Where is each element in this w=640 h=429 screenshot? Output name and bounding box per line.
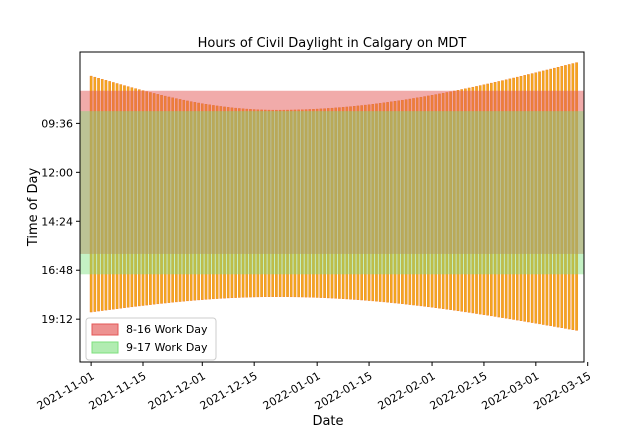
work-day-band bbox=[80, 111, 584, 275]
x-tick-label: 2021-11-01 bbox=[35, 369, 97, 412]
x-tick-label: 2022-02-01 bbox=[376, 369, 438, 412]
legend-swatch-9-17 bbox=[91, 341, 119, 354]
x-tick-label: 2022-03-01 bbox=[479, 369, 541, 412]
y-tick-label: 14:24 bbox=[41, 215, 73, 228]
legend-label-8-16: 8-16 Work Day bbox=[126, 323, 208, 336]
work-day-band bbox=[80, 90, 584, 254]
legend-label-9-17: 9-17 Work Day bbox=[126, 341, 208, 354]
x-tick-label: 2022-01-01 bbox=[261, 369, 323, 412]
x-tick-label: 2022-03-15 bbox=[531, 369, 593, 412]
x-tick-label: 2021-12-01 bbox=[146, 369, 208, 412]
chart-title: Hours of Civil Daylight in Calgary on MD… bbox=[198, 36, 467, 51]
y-tick-label: 12:00 bbox=[41, 166, 73, 179]
y-tick-label: 19:12 bbox=[41, 313, 73, 326]
legend: 8-16 Work Day 9-17 Work Day bbox=[85, 317, 217, 361]
x-tick-label: 2022-02-15 bbox=[428, 369, 490, 412]
legend-swatch-8-16 bbox=[91, 323, 119, 336]
x-tick-label: 2021-11-15 bbox=[87, 369, 149, 412]
x-axis-label: Date bbox=[312, 414, 343, 429]
y-axis-label: Time of Day bbox=[26, 168, 41, 248]
y-axis: 09:36 12:00 14:24 16:48 19:12 bbox=[41, 117, 80, 326]
x-axis: 2021-11-012021-11-152021-12-012021-12-15… bbox=[35, 362, 593, 413]
y-tick-label: 16:48 bbox=[41, 264, 73, 277]
plot-frame bbox=[79, 51, 585, 363]
x-tick-label: 2022-01-15 bbox=[313, 369, 375, 412]
work-day-bands bbox=[80, 90, 584, 275]
y-tick-label: 09:36 bbox=[41, 117, 73, 130]
x-tick-label: 2021-12-15 bbox=[198, 369, 260, 412]
